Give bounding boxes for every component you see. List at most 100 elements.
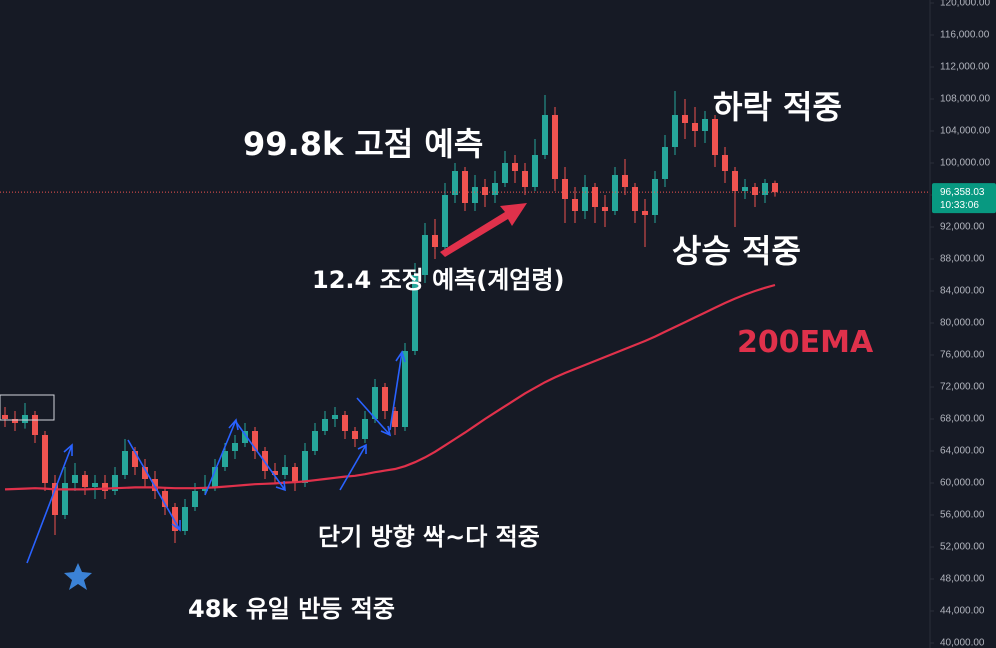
candle-body [772, 183, 778, 193]
candle-body [12, 419, 18, 423]
y-tick-label: 40,000.00 [940, 638, 985, 648]
candle-body [52, 483, 58, 515]
candle-body [182, 507, 188, 531]
candle-body [252, 431, 258, 451]
candle-body [542, 115, 548, 155]
candle-body [42, 435, 48, 483]
candle-body [572, 199, 578, 211]
candle-body [342, 415, 348, 431]
candle-body [562, 179, 568, 199]
annotation: 상승 적중 [672, 232, 801, 270]
y-tick-label: 64,000.00 [940, 446, 985, 457]
candle-body [362, 419, 368, 439]
arrow [389, 350, 406, 431]
y-tick-label: 72,000.00 [940, 382, 985, 393]
annotation: 단기 방향 싹~다 적중 [318, 523, 540, 551]
annotation: 99.8k 고점 예측 [243, 125, 483, 163]
candle-body [32, 415, 38, 435]
arrow-annotation [440, 203, 527, 257]
candle-body [282, 467, 288, 475]
y-tick-label: 88,000.00 [940, 254, 985, 265]
candle-body [312, 431, 318, 451]
candle-body [592, 187, 598, 207]
candle-body [332, 415, 338, 419]
y-tick-label: 44,000.00 [940, 606, 985, 617]
candle-body [222, 451, 228, 467]
y-tick-label: 56,000.00 [940, 510, 985, 521]
candle-body [652, 179, 658, 215]
candle-body [322, 419, 328, 431]
candle-body [642, 211, 648, 215]
star-marker [64, 563, 92, 590]
annotation: 48k 유일 반등 적중 [188, 595, 395, 623]
candle-body [292, 467, 298, 483]
candle-body [432, 235, 438, 247]
candle-body [752, 187, 758, 195]
candle-body [62, 483, 68, 515]
candle-body [492, 183, 498, 195]
candle-body [632, 187, 638, 211]
y-tick-label: 48,000.00 [940, 574, 985, 585]
y-tick-label: 104,000.00 [940, 126, 990, 137]
arrow [356, 397, 392, 437]
y-tick-label: 108,000.00 [940, 94, 990, 105]
candle-body [122, 451, 128, 475]
price-label: 96,358.03 [940, 187, 985, 198]
y-tick-label: 76,000.00 [940, 350, 985, 361]
candle-body [702, 119, 708, 131]
y-tick-label: 84,000.00 [940, 286, 985, 297]
candle-body [372, 387, 378, 419]
arrow [235, 421, 286, 492]
candle-body [392, 411, 398, 427]
candle-body [212, 467, 218, 487]
candle-body [462, 171, 468, 203]
candle-body [402, 351, 408, 427]
candle-body [132, 451, 138, 467]
candle-body [232, 443, 238, 451]
annotation: 하락 적중 [713, 88, 842, 126]
y-tick-label: 52,000.00 [940, 542, 985, 553]
arrow [339, 443, 367, 491]
candle-body [512, 163, 518, 171]
candle-body [712, 119, 718, 155]
candle-body [192, 491, 198, 507]
candle-body [382, 387, 388, 411]
arrow [26, 443, 73, 564]
candle-body [762, 183, 768, 195]
plot [0, 2, 934, 644]
candle-body [682, 115, 688, 123]
candle-body [482, 187, 488, 195]
candle-body [662, 147, 668, 179]
candle-body [742, 187, 748, 191]
candle-body [352, 431, 358, 439]
candle-body [552, 115, 558, 179]
candle-body [22, 415, 28, 423]
candle-body [152, 479, 158, 491]
candle-body [92, 483, 98, 487]
y-tick-label: 68,000.00 [940, 414, 985, 425]
y-tick-label: 112,000.00 [940, 62, 990, 73]
price-label-box [932, 183, 996, 214]
candle-body [202, 487, 208, 491]
candle-body [102, 483, 108, 491]
y-tick-label: 80,000.00 [940, 318, 985, 329]
y-tick-label: 60,000.00 [940, 478, 985, 489]
candle-body [472, 187, 478, 203]
candle-body [692, 123, 698, 131]
ema-line [4, 283, 776, 491]
candle-body [672, 115, 678, 147]
arrow [204, 418, 239, 496]
candle-body [142, 467, 148, 479]
candle-body [422, 235, 428, 275]
ema-label: 200EMA [737, 325, 874, 360]
candle-body [622, 175, 628, 187]
candle-body [172, 507, 178, 531]
candle-body [412, 275, 418, 351]
candle-body [442, 195, 448, 247]
candle-body [522, 171, 528, 187]
countdown-label: 10:33:06 [940, 200, 979, 211]
candle-body [72, 475, 78, 483]
candle-body [302, 451, 308, 483]
